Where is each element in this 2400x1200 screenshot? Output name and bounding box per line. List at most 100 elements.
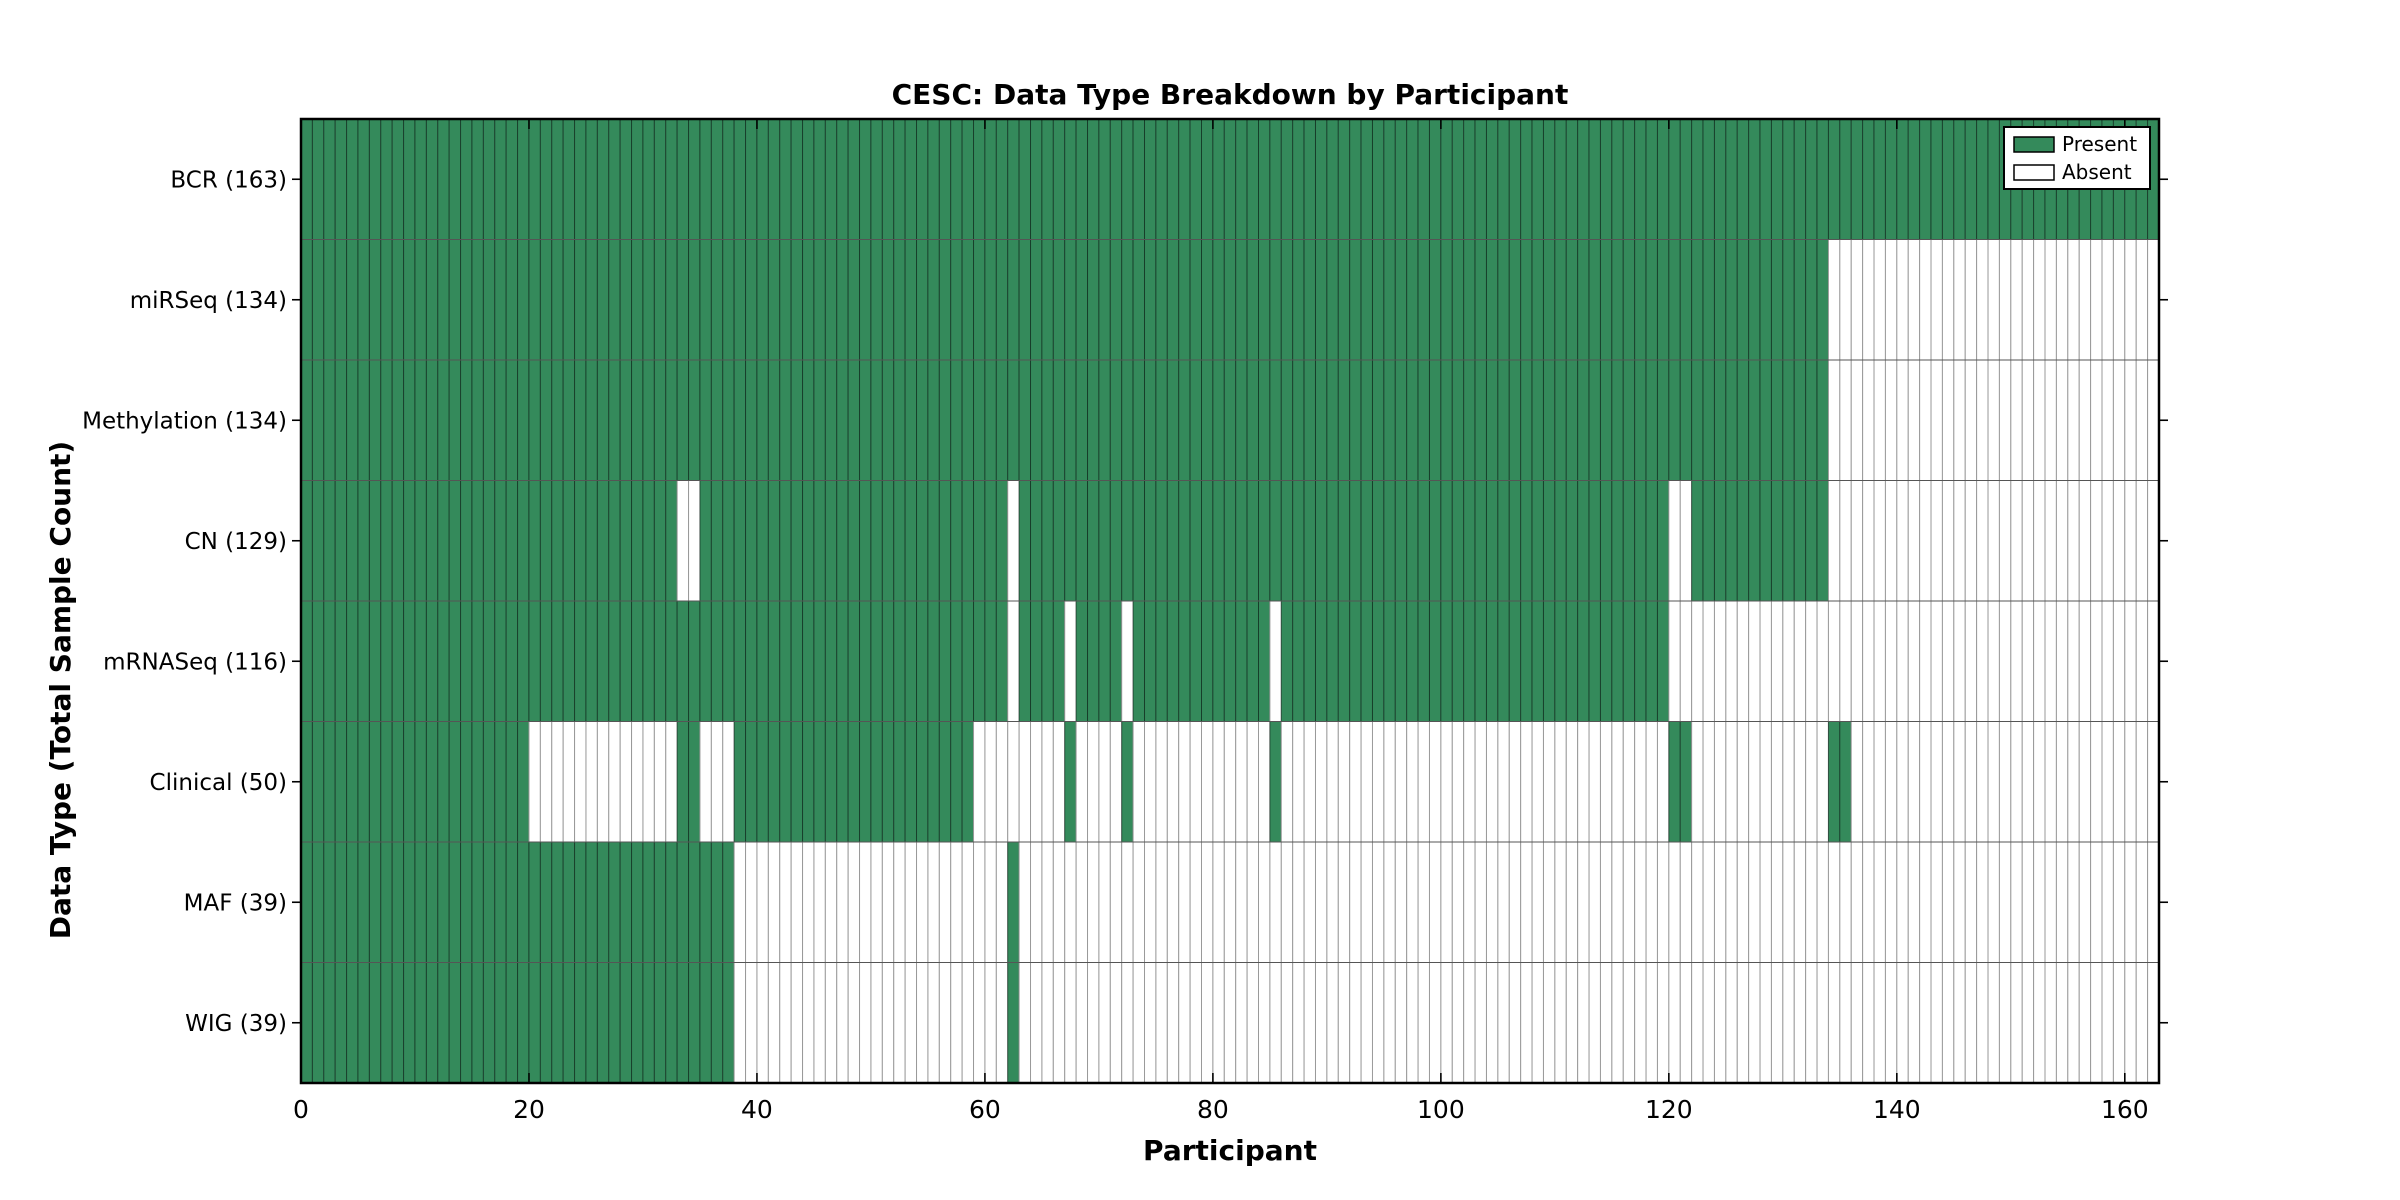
heatmap-cell (1041, 480, 1054, 602)
heatmap-cell (631, 841, 644, 963)
heatmap-cell (437, 841, 450, 963)
heatmap-cell (2044, 841, 2057, 963)
heatmap-cell (1542, 721, 1556, 843)
heatmap-cell (1736, 480, 1750, 602)
heatmap-cell (1406, 359, 1419, 481)
heatmap-cell (1531, 721, 1544, 843)
heatmap-cell (1634, 118, 1647, 240)
heatmap-cell (1155, 239, 1168, 361)
heatmap-cell (1599, 480, 1613, 602)
heatmap-cell (1394, 239, 1408, 361)
heatmap-cell (1953, 239, 1966, 361)
heatmap-cell (1360, 600, 1373, 722)
heatmap-cell (1280, 480, 1294, 602)
heatmap-cell (2067, 239, 2080, 361)
heatmap-cell (756, 359, 769, 481)
heatmap-cell (950, 841, 963, 963)
heatmap-cell (1862, 118, 1875, 240)
heatmap-cell (1873, 962, 1886, 1084)
heatmap-cell (323, 359, 336, 481)
heatmap-cell (1052, 118, 1066, 240)
heatmap-cell (1497, 841, 1510, 963)
heatmap-cell (1702, 721, 1715, 843)
heatmap-cell (1406, 721, 1419, 843)
heatmap-cell (1679, 480, 1693, 602)
heatmap-cell (2078, 359, 2092, 481)
heatmap-cell (346, 600, 359, 722)
heatmap-cell (950, 359, 963, 481)
heatmap-cell (2124, 841, 2137, 963)
heatmap-cell (551, 359, 564, 481)
heatmap-cell (608, 721, 621, 843)
heatmap-cell (1907, 841, 1921, 963)
heatmap-cell (756, 841, 769, 963)
heatmap-cell (767, 359, 781, 481)
heatmap-cell (596, 239, 610, 361)
heatmap-cell (300, 841, 313, 963)
heatmap-cell (1474, 239, 1487, 361)
heatmap-cell (1212, 721, 1225, 843)
heatmap-cell (505, 600, 519, 722)
heatmap-cell (916, 359, 929, 481)
heatmap-cell (391, 118, 405, 240)
heatmap-cell (1782, 359, 1795, 481)
heatmap-cell (836, 359, 849, 481)
heatmap-cell (710, 962, 724, 1084)
heatmap-cell (699, 841, 712, 963)
heatmap-cell (1030, 239, 1043, 361)
heatmap-cell (995, 962, 1009, 1084)
heatmap-cell (1565, 239, 1579, 361)
heatmap-cell (745, 359, 758, 481)
heatmap-cell (1976, 962, 1989, 1084)
heatmap-cell (1485, 721, 1499, 843)
heatmap-cell (1326, 118, 1339, 240)
heatmap-cell (733, 239, 747, 361)
heatmap-cell (1098, 239, 1111, 361)
heatmap-cell (2101, 721, 2114, 843)
heatmap-cell (2021, 962, 2035, 1084)
heatmap-cell (1588, 359, 1601, 481)
heatmap-cell (745, 721, 758, 843)
heatmap-cell (357, 721, 370, 843)
heatmap-cell (368, 480, 382, 602)
heatmap-cell (505, 359, 519, 481)
heatmap-cell (1349, 359, 1362, 481)
heatmap-cell (836, 962, 849, 1084)
heatmap-cell (1987, 962, 2000, 1084)
heatmap-cell (1736, 721, 1750, 843)
heatmap-cell (927, 118, 940, 240)
heatmap-cell (2055, 480, 2069, 602)
heatmap-cell (585, 721, 598, 843)
heatmap-cell (1121, 600, 1134, 722)
heatmap-cell (927, 962, 940, 1084)
heatmap-cell (2147, 841, 2160, 963)
heatmap-cell (437, 239, 450, 361)
heatmap-cell (1428, 841, 1442, 963)
heatmap-cell (2033, 239, 2046, 361)
heatmap-cell (1896, 239, 1909, 361)
heatmap-cell (494, 841, 507, 963)
heatmap-cell (1337, 480, 1351, 602)
heatmap-cell (1303, 480, 1316, 602)
heatmap-cell (1075, 841, 1089, 963)
heatmap-cell (1748, 600, 1761, 722)
heatmap-cell (1827, 118, 1841, 240)
heatmap-cell (562, 118, 576, 240)
heatmap-cell (2135, 239, 2149, 361)
heatmap-cell (585, 480, 598, 602)
heatmap-cell (2055, 239, 2069, 361)
heatmap-cell (380, 118, 393, 240)
heatmap-cell (574, 841, 587, 963)
heatmap-cell (1178, 962, 1191, 1084)
heatmap-cell (813, 359, 826, 481)
heatmap-cell (1144, 359, 1157, 481)
heatmap-cell (1987, 721, 2000, 843)
heatmap-cell (1440, 480, 1453, 602)
heatmap-cell (300, 359, 313, 481)
heatmap-cell (403, 480, 416, 602)
heatmap-cell (1862, 480, 1875, 602)
heatmap-cell (585, 239, 598, 361)
heatmap-cell (403, 721, 416, 843)
heatmap-cell (1497, 600, 1510, 722)
heatmap-cell (836, 600, 849, 722)
